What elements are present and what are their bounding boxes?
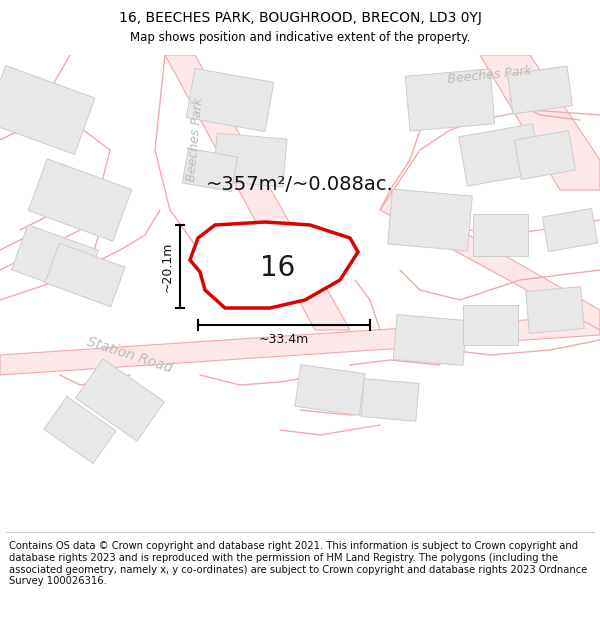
Text: 16, BEECHES PARK, BOUGHROOD, BRECON, LD3 0YJ: 16, BEECHES PARK, BOUGHROOD, BRECON, LD3… [119,11,481,25]
Polygon shape [44,396,116,464]
Polygon shape [459,124,541,186]
Text: 16: 16 [260,254,296,282]
Polygon shape [0,315,600,375]
Polygon shape [526,287,584,333]
Polygon shape [405,69,495,131]
Polygon shape [45,243,125,307]
Polygon shape [514,131,575,179]
Polygon shape [76,359,164,441]
Polygon shape [473,214,527,256]
Text: ~33.4m: ~33.4m [259,333,309,346]
Text: Map shows position and indicative extent of the property.: Map shows position and indicative extent… [130,31,470,44]
Polygon shape [295,364,365,416]
Text: ~20.1m: ~20.1m [161,241,174,292]
Polygon shape [388,189,472,251]
Text: ~357m²/~0.088ac.: ~357m²/~0.088ac. [206,176,394,194]
Text: Contains OS data © Crown copyright and database right 2021. This information is : Contains OS data © Crown copyright and d… [9,541,587,586]
Polygon shape [213,133,287,187]
Polygon shape [165,55,350,330]
Polygon shape [361,379,419,421]
Polygon shape [186,68,274,132]
Polygon shape [11,224,98,296]
Text: Beeches Park: Beeches Park [447,64,533,86]
Polygon shape [480,55,600,190]
Polygon shape [190,222,358,308]
Text: Beeches Park: Beeches Park [185,98,205,182]
Polygon shape [0,66,95,154]
Polygon shape [508,66,572,114]
Polygon shape [393,314,467,366]
Polygon shape [380,190,600,330]
Polygon shape [463,305,517,345]
Polygon shape [28,159,131,241]
Polygon shape [182,148,238,192]
Text: Station Road: Station Road [85,334,175,376]
Polygon shape [542,208,598,252]
